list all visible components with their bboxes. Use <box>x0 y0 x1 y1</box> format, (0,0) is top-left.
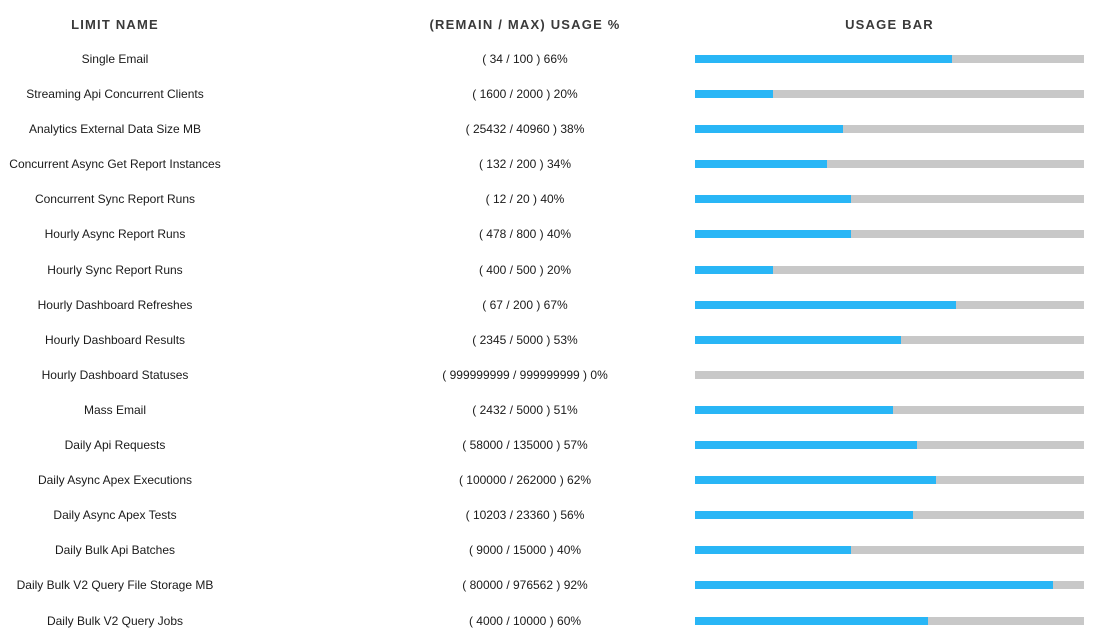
usage-bar-fill <box>695 125 843 134</box>
usage-bar-fill <box>695 581 1053 590</box>
usage-text: ( 67 / 200 ) 67% <box>482 297 568 312</box>
table-row: Hourly Async Report Runs ( 478 / 800 ) 40… <box>0 217 1093 252</box>
limit-name: Daily Async Apex Tests <box>53 508 177 523</box>
table-row: Daily Async Apex Executions ( 100000 / 26… <box>0 463 1093 498</box>
limit-name: Daily Async Apex Executions <box>37 473 193 488</box>
usage-bar <box>695 546 1084 555</box>
usage-bar <box>695 581 1084 590</box>
usage-text: ( 10203 / 23360 ) 56% <box>465 508 585 523</box>
usage-bar <box>695 125 1084 134</box>
usage-bar <box>695 476 1084 485</box>
usage-bar-fill <box>695 195 851 204</box>
table-row: Daily Bulk V2 Query File Storage MB ( 800… <box>0 568 1093 603</box>
limit-name: Daily Api Requests <box>64 438 166 453</box>
limit-name: Daily Bulk V2 Query Jobs <box>46 613 184 628</box>
usage-bar <box>695 160 1084 169</box>
usage-bar-fill <box>695 476 937 485</box>
table-header: LIMIT NAME (REMAIN / MAX) USAGE % USAGE … <box>0 0 1093 48</box>
usage-bar <box>695 55 1084 63</box>
usage-text: ( 132 / 200 ) 34% <box>478 157 572 172</box>
usage-text: ( 80000 / 976562 ) 92% <box>462 578 588 593</box>
table-row: Analytics External Data Size MB ( 25432 /… <box>0 112 1093 147</box>
table-row: Mass Email ( 2432 / 5000 ) 51% <box>0 393 1093 428</box>
usage-bar <box>695 230 1084 239</box>
usage-text: ( 478 / 800 ) 40% <box>478 227 572 242</box>
usage-text: ( 25432 / 40960 ) 38% <box>465 122 585 137</box>
limit-name: Hourly Dashboard Results <box>44 332 186 347</box>
table-row: Hourly Dashboard Statuses ( 999999999 / 9… <box>0 358 1093 393</box>
usage-bar <box>695 90 1084 99</box>
limit-name: Single Email <box>81 52 149 66</box>
usage-text: ( 2345 / 5000 ) 53% <box>472 332 578 347</box>
column-header-usage: (REMAIN / MAX) USAGE % <box>429 17 621 32</box>
usage-bar <box>695 265 1084 274</box>
limit-name: Hourly Sync Report Runs <box>47 262 183 277</box>
limit-name: Hourly Async Report Runs <box>44 227 186 242</box>
usage-bar <box>695 405 1084 414</box>
table-row: Single Email ( 34 / 100 ) 66% <box>0 42 1093 77</box>
limit-name: Daily Bulk V2 Query File Storage MB <box>16 578 214 593</box>
limit-name: Analytics External Data Size MB <box>28 122 202 137</box>
usage-bar-fill <box>695 90 773 99</box>
usage-bar-fill <box>695 335 902 344</box>
limit-name: Concurrent Async Get Report Instances <box>9 157 221 172</box>
usage-text: ( 999999999 / 999999999 ) 0% <box>442 367 608 382</box>
table-row: Hourly Dashboard Refreshes ( 67 / 200 ) 6… <box>0 288 1093 323</box>
table-row: Daily Bulk V2 Query Jobs ( 4000 / 10000 )… <box>0 604 1093 639</box>
usage-bar <box>695 335 1084 344</box>
usage-bar <box>695 616 1084 625</box>
usage-text: ( 12 / 20 ) 40% <box>485 192 565 207</box>
usage-bar-fill <box>695 300 956 309</box>
usage-text: ( 58000 / 135000 ) 57% <box>462 438 588 453</box>
usage-text: ( 400 / 500 ) 20% <box>478 262 572 277</box>
usage-bar <box>695 441 1084 450</box>
usage-text: ( 9000 / 15000 ) 40% <box>468 543 582 558</box>
column-header-usage-bar: USAGE BAR <box>845 17 934 32</box>
usage-bar-fill <box>695 230 851 239</box>
usage-bar-fill <box>695 441 917 450</box>
table-row: Hourly Sync Report Runs ( 400 / 500 ) 20% <box>0 253 1093 288</box>
column-header-limit-name: LIMIT NAME <box>71 17 159 32</box>
table-row: Concurrent Sync Report Runs ( 12 / 20 ) 4… <box>0 182 1093 217</box>
usage-bar <box>695 195 1084 204</box>
usage-bar-fill <box>695 265 773 274</box>
usage-text: ( 34 / 100 ) 66% <box>482 52 568 66</box>
usage-text: ( 100000 / 262000 ) 62% <box>458 473 592 488</box>
usage-bar-fill <box>695 546 851 555</box>
usage-bar-fill <box>695 405 894 414</box>
limits-table-body: Single Email ( 34 / 100 ) 66% Streaming Ap… <box>0 42 1093 639</box>
usage-bar-fill <box>695 160 828 169</box>
usage-bar-fill <box>695 616 929 625</box>
usage-bar <box>695 370 1084 379</box>
limit-name: Hourly Dashboard Statuses <box>41 367 189 382</box>
limit-name: Streaming Api Concurrent Clients <box>26 87 204 102</box>
usage-text: ( 1600 / 2000 ) 20% <box>472 87 578 102</box>
usage-bar <box>695 300 1084 309</box>
usage-bar-fill <box>695 55 952 63</box>
usage-bar <box>695 511 1084 520</box>
limit-name: Mass Email <box>83 402 146 417</box>
table-row: Hourly Dashboard Results ( 2345 / 5000 ) … <box>0 323 1093 358</box>
limit-name: Concurrent Sync Report Runs <box>34 192 196 207</box>
table-row: Daily Async Apex Tests ( 10203 / 23360 ) … <box>0 498 1093 533</box>
table-row: Streaming Api Concurrent Clients ( 1600 /… <box>0 77 1093 112</box>
table-row: Daily Bulk Api Batches ( 9000 / 15000 ) 4… <box>0 533 1093 568</box>
table-row: Daily Api Requests ( 58000 / 135000 ) 57% <box>0 428 1093 463</box>
limit-name: Daily Bulk Api Batches <box>54 543 176 558</box>
usage-text: ( 2432 / 5000 ) 51% <box>472 402 578 417</box>
table-row: Concurrent Async Get Report Instances ( 1… <box>0 147 1093 182</box>
limit-name: Hourly Dashboard Refreshes <box>37 297 193 312</box>
usage-bar-fill <box>695 511 913 520</box>
usage-text: ( 4000 / 10000 ) 60% <box>468 613 582 628</box>
